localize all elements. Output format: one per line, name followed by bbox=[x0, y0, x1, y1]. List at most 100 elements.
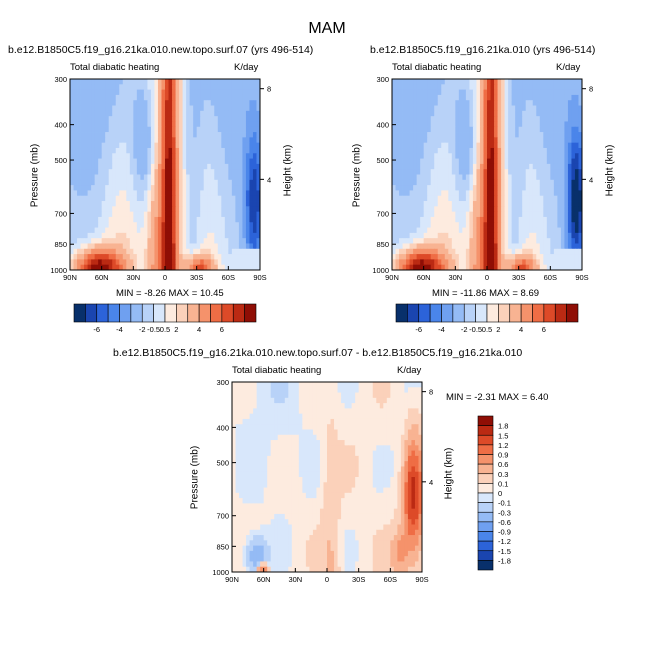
panel2-cell bbox=[567, 89, 572, 96]
panel1-cell bbox=[84, 84, 88, 91]
panel3-cell bbox=[397, 424, 402, 430]
panel1-cell bbox=[256, 259, 261, 266]
panel3-cell bbox=[355, 382, 360, 388]
panel3-cell bbox=[242, 450, 247, 457]
panel1-cell bbox=[77, 190, 81, 197]
panel3-cell bbox=[390, 418, 395, 425]
panel3-cell bbox=[348, 408, 353, 415]
panel1-cell bbox=[242, 163, 247, 170]
panel2-cell bbox=[525, 211, 530, 218]
panel2-cell bbox=[455, 211, 460, 218]
panel2-cell bbox=[560, 105, 565, 112]
panel2-cell bbox=[455, 94, 460, 101]
panel1-cell bbox=[217, 84, 222, 91]
panel1-cell bbox=[70, 222, 74, 228]
panel2-cell bbox=[420, 216, 425, 223]
panel2-cell bbox=[522, 142, 527, 149]
panel1-units: K/day bbox=[234, 62, 259, 73]
panel1-cell bbox=[207, 216, 212, 223]
panel3-cell bbox=[376, 455, 381, 462]
panel2-cell bbox=[416, 126, 421, 133]
panel1-cell bbox=[165, 264, 169, 271]
panel2-cell bbox=[553, 158, 558, 165]
panel1-cell bbox=[193, 79, 198, 85]
panel3-cell bbox=[393, 429, 398, 436]
panel1-cell bbox=[168, 216, 173, 223]
panel2-cell bbox=[448, 232, 453, 239]
panel2-cell bbox=[525, 259, 530, 266]
panel3-cell bbox=[376, 413, 381, 420]
panel3-cell bbox=[260, 440, 265, 446]
panel1-cell bbox=[150, 137, 155, 144]
panel1-cell bbox=[221, 110, 226, 117]
panel2-cell bbox=[458, 158, 463, 165]
panel2-cell bbox=[476, 248, 481, 255]
panel1-cell bbox=[133, 259, 138, 266]
panel2-cell bbox=[476, 174, 481, 181]
panel2-cell bbox=[423, 211, 428, 218]
panel1-cell bbox=[256, 227, 261, 234]
panel1-cell bbox=[143, 84, 148, 91]
panel1-cell bbox=[214, 238, 219, 244]
panel2-cell bbox=[578, 216, 583, 223]
panel1-cell bbox=[126, 142, 131, 149]
panel3-cell bbox=[249, 392, 254, 399]
panel2-cell bbox=[508, 126, 513, 133]
panel2-cell bbox=[564, 206, 569, 213]
panel3-cell bbox=[267, 455, 272, 462]
panel3-cell bbox=[362, 429, 367, 436]
panel2-cell bbox=[532, 179, 537, 186]
panel2-cell bbox=[560, 227, 565, 234]
panel2-cell bbox=[536, 243, 541, 250]
panel2-cell bbox=[529, 238, 534, 244]
panel2-cell bbox=[574, 105, 579, 112]
panel1-cell bbox=[84, 126, 88, 133]
panel1-cell bbox=[115, 243, 120, 250]
panel3-cell bbox=[323, 424, 328, 430]
panel3-cell bbox=[242, 418, 247, 425]
panel2-cell bbox=[515, 147, 520, 154]
panel1-cell bbox=[133, 105, 138, 112]
panel3-cell bbox=[323, 418, 328, 425]
panel3-cell bbox=[302, 408, 307, 415]
panel1-cell bbox=[214, 94, 219, 101]
panel1-cell bbox=[161, 163, 166, 170]
panel2-cell bbox=[427, 110, 432, 117]
panel3-cell bbox=[316, 471, 321, 478]
panel1-cell bbox=[119, 222, 124, 228]
panel1-cell bbox=[150, 190, 155, 197]
panel2-cell bbox=[416, 222, 421, 228]
panel2-cell bbox=[550, 169, 555, 175]
panel1-cell bbox=[136, 94, 141, 101]
panel3-cell bbox=[302, 413, 307, 420]
panel2-cell bbox=[529, 264, 534, 271]
panel2-cell bbox=[465, 84, 470, 91]
panel1-cell bbox=[228, 147, 233, 154]
panel1-cell bbox=[186, 100, 191, 106]
panel2-cell bbox=[504, 238, 509, 244]
panel2-cell bbox=[574, 190, 579, 197]
panel2-cell bbox=[490, 238, 495, 244]
panel3-cell bbox=[263, 461, 268, 467]
panel1-cell bbox=[129, 238, 134, 244]
panel1-cell bbox=[200, 174, 205, 181]
panel2-cell bbox=[490, 158, 495, 165]
panel1-cell bbox=[87, 174, 92, 181]
panel2-cell bbox=[532, 100, 537, 106]
panel1-cell bbox=[172, 105, 176, 112]
panel1-cell bbox=[161, 222, 166, 228]
panel1-cell bbox=[217, 190, 222, 197]
panel3-cell bbox=[263, 455, 268, 462]
panel2-cell bbox=[494, 174, 498, 181]
panel2-cell bbox=[539, 147, 544, 154]
panel1-cell bbox=[154, 174, 159, 181]
panel1-cell bbox=[210, 179, 215, 186]
panel2-cell bbox=[550, 254, 555, 260]
panel1-cell bbox=[73, 94, 78, 101]
panel2-cell bbox=[560, 201, 565, 207]
panel2-cell bbox=[441, 158, 446, 165]
panel2-cell bbox=[494, 259, 498, 266]
panel1-cell bbox=[224, 158, 229, 165]
panel2-cell bbox=[564, 137, 569, 144]
panel2-cell bbox=[560, 179, 565, 186]
